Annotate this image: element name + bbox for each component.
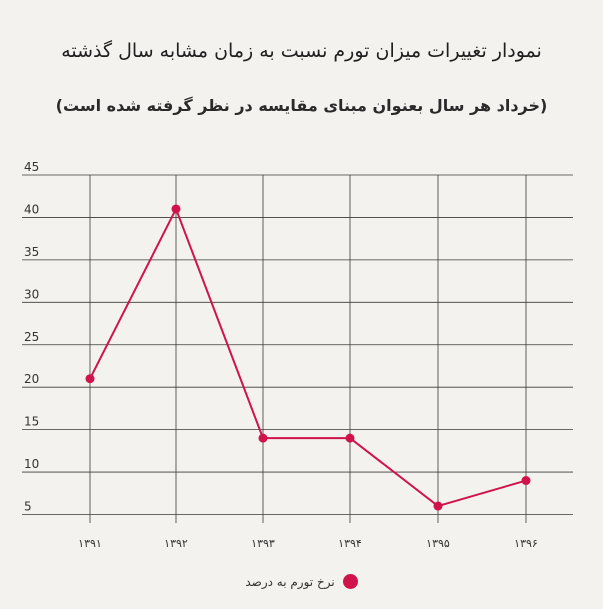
data-point — [345, 433, 355, 443]
series-line — [89, 206, 527, 508]
x-tick-label: ۱۳۹۵ — [426, 537, 450, 550]
y-tick-label: 40 — [24, 202, 39, 216]
x-tick-label: ۱۳۹۶ — [514, 537, 538, 550]
chart-title: نمودار تغییرات میزان تورم نسبت به زمان م… — [61, 40, 542, 62]
y-tick-label: 35 — [24, 245, 39, 259]
legend: نرخ تورم به درصد — [0, 574, 603, 589]
y-tick-label: 15 — [24, 415, 39, 429]
y-tick-label: 5 — [24, 500, 32, 514]
y-tick-label: 45 — [24, 160, 39, 174]
data-point — [433, 501, 443, 511]
legend-label: نرخ تورم به درصد — [245, 574, 335, 589]
x-tick-label: ۱۳۹۱ — [78, 537, 102, 550]
data-point — [171, 204, 181, 214]
data-point — [521, 476, 531, 486]
x-tick-label: ۱۳۹۴ — [338, 537, 362, 550]
data-point — [85, 374, 95, 384]
y-tick-label: 25 — [24, 330, 39, 344]
y-tick-label: 10 — [24, 457, 39, 471]
y-tick-label: 30 — [24, 287, 39, 301]
y-tick-label: 20 — [24, 372, 39, 386]
chart-subtitle: (خرداد هر سال بعنوان مبنای مقایسه در نظر… — [55, 96, 548, 115]
x-tick-label: ۱۳۹۲ — [164, 537, 188, 550]
data-point — [258, 433, 268, 443]
legend-marker — [342, 574, 358, 589]
x-tick-label: ۱۳۹۳ — [251, 537, 275, 550]
